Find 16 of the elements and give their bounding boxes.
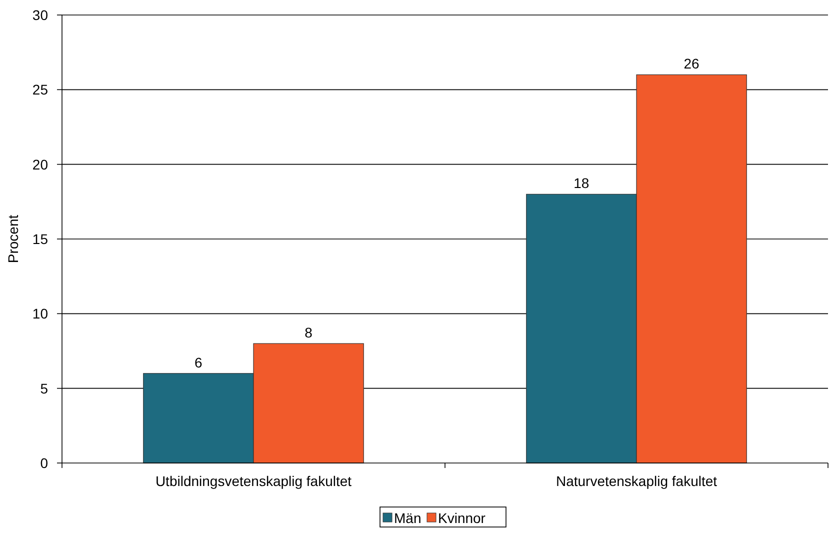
- y-tick-label: 0: [40, 455, 48, 471]
- y-axis-title: Procent: [5, 214, 21, 264]
- legend-label: Män: [394, 510, 422, 526]
- data-label: 8: [304, 324, 313, 341]
- x-tick-label: Naturvetenskaplig fakultet: [556, 473, 718, 489]
- y-tick-label: 20: [32, 156, 48, 172]
- y-tick-label: 15: [32, 231, 48, 247]
- y-tick-label: 25: [32, 82, 48, 98]
- y-tick-label: 10: [32, 306, 48, 322]
- y-tick-label: 5: [40, 380, 48, 396]
- y-tick-label: 30: [32, 7, 48, 23]
- x-tick-label: Utbildningsvetenskaplig fakultet: [155, 473, 352, 489]
- legend-label: Kvinnor: [438, 510, 486, 526]
- data-label: 6: [194, 354, 203, 370]
- data-label: 26: [684, 56, 700, 72]
- data-label: 18: [574, 175, 590, 192]
